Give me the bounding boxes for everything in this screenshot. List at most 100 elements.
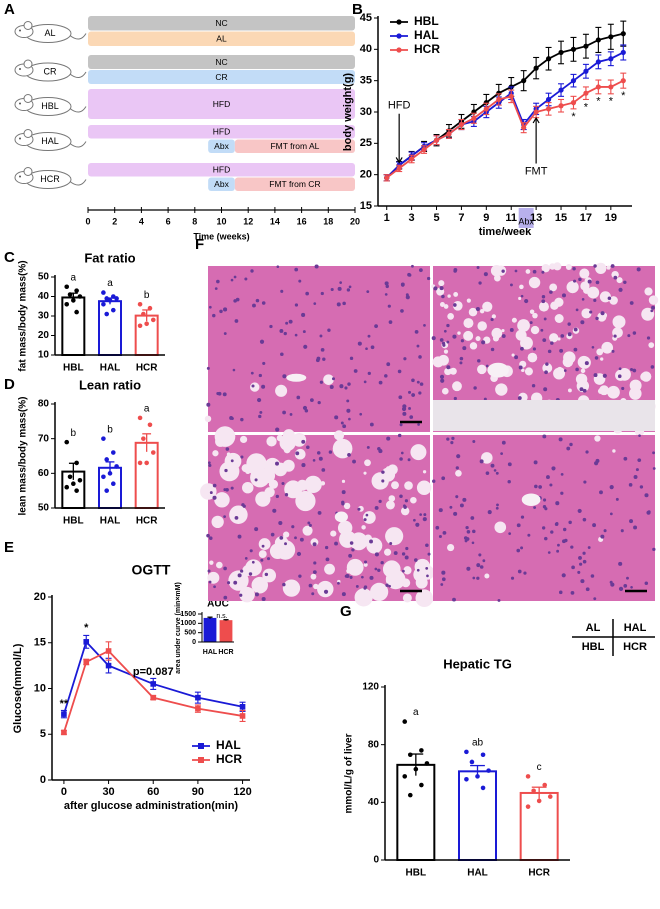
nucleus (592, 523, 597, 528)
nucleus (291, 525, 295, 529)
nucleus (482, 559, 486, 563)
data-point (67, 292, 73, 297)
panel-letter: D (4, 376, 15, 393)
nucleus (233, 580, 238, 585)
nucleus (261, 384, 266, 389)
nucleus (408, 407, 411, 410)
vacuole (566, 281, 579, 294)
nucleus (233, 299, 237, 303)
nucleus (312, 570, 317, 575)
nucleus (568, 520, 572, 525)
data-point (64, 439, 70, 445)
nucleus (523, 571, 527, 575)
nucleus (560, 491, 564, 495)
nucleus (346, 288, 351, 292)
y-tick-label: 10 (34, 682, 46, 694)
data-point (421, 147, 427, 153)
nucleus (644, 493, 649, 498)
nucleus (510, 283, 513, 287)
nucleus (472, 440, 476, 444)
nucleus (339, 384, 344, 389)
nucleus (462, 497, 467, 502)
nucleus (544, 536, 548, 541)
panel-letter: F (195, 236, 204, 253)
nucleus (585, 450, 589, 454)
nucleus (408, 390, 412, 394)
segment-label: HFD (213, 99, 230, 109)
vacuole (216, 561, 223, 569)
chart-title: AUC (207, 599, 229, 610)
data-point (101, 302, 106, 307)
data-point (396, 165, 402, 171)
vacuole (629, 379, 642, 392)
significance-letter: c (537, 762, 542, 773)
chart-title: Fat ratio (84, 250, 135, 265)
bar (396, 763, 436, 861)
nucleus (301, 312, 306, 317)
data-point (150, 681, 157, 687)
y-tick-label: 50 (38, 503, 50, 514)
nucleus (237, 534, 242, 539)
nucleus (307, 521, 311, 525)
nucleus (431, 336, 436, 341)
data-point (402, 774, 408, 779)
data-point (74, 488, 79, 493)
nucleus (384, 281, 389, 286)
nucleus (650, 365, 655, 369)
data-point (141, 436, 146, 441)
data-point (67, 474, 73, 480)
mouse-eye (19, 68, 21, 70)
nucleus (572, 267, 576, 271)
vacuole (484, 573, 490, 579)
nucleus (234, 516, 239, 520)
nucleus (432, 479, 436, 483)
nucleus (423, 513, 427, 517)
nucleus (593, 298, 597, 302)
data-point (521, 78, 527, 84)
nucleus (216, 391, 220, 396)
x-tick-label: 60 (147, 786, 159, 798)
data-point (83, 639, 90, 645)
data-point (620, 49, 626, 56)
nucleus (359, 412, 363, 416)
data-point (150, 450, 156, 455)
nucleus (385, 583, 389, 587)
nucleus (209, 491, 213, 495)
nucleus (212, 495, 217, 500)
vacuole (599, 291, 611, 303)
nucleus (532, 269, 537, 274)
timeline-segment (208, 177, 235, 191)
y-tick-label: 120 (362, 682, 379, 693)
x-tick-label: 12 (243, 216, 253, 226)
nucleus (270, 532, 275, 537)
nucleus (336, 302, 341, 307)
data-point (475, 774, 480, 779)
nucleus (462, 346, 467, 351)
vacuole (557, 369, 563, 374)
x-tick-label: 16 (297, 216, 307, 226)
mouse-tail (69, 106, 87, 113)
x-tick-label: 10 (216, 216, 226, 226)
data-point (61, 729, 67, 736)
vacuole (219, 461, 240, 482)
data-point (144, 460, 149, 466)
vacuole (302, 525, 313, 536)
nucleus (380, 561, 384, 565)
nucleus (370, 345, 375, 350)
nucleus (490, 347, 495, 352)
vacuole (494, 521, 507, 534)
segment-label: Abx (214, 179, 229, 189)
vacuole (295, 490, 316, 512)
nucleus (465, 525, 469, 530)
vacuole (391, 481, 399, 490)
nucleus (261, 596, 266, 602)
vacuole (511, 317, 517, 323)
nucleus (591, 345, 595, 349)
note: n.s. (216, 613, 227, 620)
nucleus (577, 508, 582, 514)
nucleus (578, 555, 582, 560)
nucleus (282, 374, 287, 379)
significance-mark: * (584, 101, 589, 113)
vacuole (447, 313, 454, 320)
data-point (545, 56, 552, 62)
